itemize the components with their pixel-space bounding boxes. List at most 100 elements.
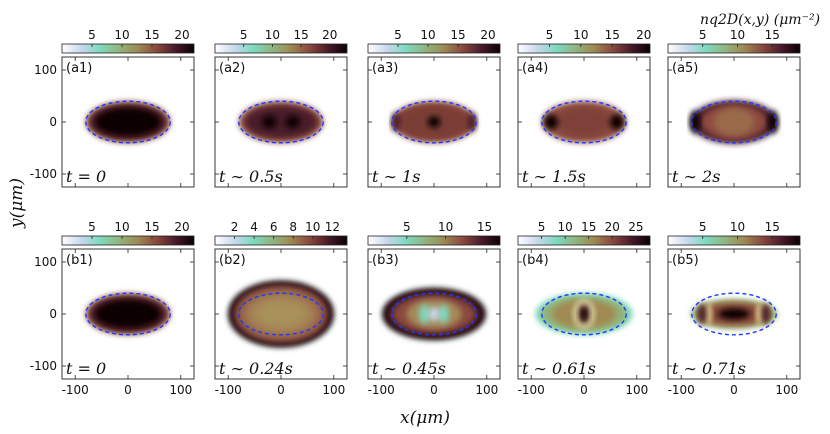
density-blob — [557, 108, 611, 136]
panel-b1: 5 10 15 20 100 0 -100 -100 0 100 (b1) t = 0 — [30, 220, 195, 397]
colorbar-tick-label: 10 — [114, 220, 129, 234]
colorbar-tick-label: 15 — [144, 220, 159, 234]
colorbar-tick-label: 5 — [699, 220, 707, 234]
panel-b3: 5 10 15 -100 0 100 (b3) t ∼ 0.45s — [367, 220, 501, 397]
panel-label-a5: (a5) — [672, 61, 698, 76]
trap-ellipse-b5 — [691, 292, 777, 336]
x-tick-label: -100 — [668, 383, 695, 397]
x-tick-label: 100 — [625, 383, 648, 397]
density-map-a4 — [541, 101, 627, 143]
density-blob — [427, 116, 441, 128]
y-tick-label: 0 — [49, 307, 57, 321]
colorbar-tick-label: 2 — [231, 220, 239, 234]
colorbar-tick-label: 15 — [144, 28, 159, 42]
density-blob — [261, 115, 277, 129]
density-blob — [609, 114, 624, 130]
colorbar-title: nq2D(x,y) (μm⁻²) — [700, 12, 820, 28]
colorbar-tick-label: 20 — [636, 28, 651, 42]
trap-ellipse-a3 — [391, 100, 477, 144]
density-blob — [245, 105, 317, 139]
colorbar-b4 — [517, 235, 651, 246]
colorbar-tick-label: 5 — [403, 220, 411, 234]
density-map-b3 — [382, 288, 486, 340]
colorbar-tick-label: 20 — [605, 220, 620, 234]
density-blob — [713, 108, 755, 136]
colorbar-tick-label: 5 — [546, 28, 554, 42]
colorbar-a1 — [61, 43, 195, 54]
trap-ellipse-b2 — [238, 292, 324, 336]
density-blob — [428, 306, 440, 322]
density-map-a5 — [690, 100, 778, 144]
colorbar-tick-label: 5 — [240, 28, 248, 42]
x-tick-label: -100 — [62, 383, 89, 397]
colorbar-tick-label: 10 — [730, 220, 745, 234]
colorbar-tick-label: 5 — [88, 28, 96, 42]
panel-label-a4: (a4) — [522, 61, 548, 76]
density-blob — [391, 112, 401, 132]
colorbar-b1 — [61, 235, 195, 246]
colorbar-tick-label: 20 — [322, 28, 337, 42]
x-tick-label: 0 — [277, 383, 285, 397]
colorbar-tick-label: 10 — [438, 220, 453, 234]
time-label-a2: t ∼ 0.5s — [219, 167, 283, 186]
colorbar-tick-label: 5 — [699, 28, 707, 42]
colorbar-tick-label: 20 — [174, 28, 189, 42]
panel-a2: 5 10 15 20 (a2) t ∼ 0.5s — [214, 28, 348, 188]
colorbar-tick-label: 15 — [581, 220, 596, 234]
time-label-a1: t = 0 — [66, 167, 106, 186]
density-map-b5 — [690, 299, 778, 329]
colorbar-tick-label: 10 — [558, 220, 573, 234]
trap-ellipse-a2 — [238, 100, 324, 144]
density-blob — [768, 110, 778, 134]
colorbar-tick-label: 25 — [628, 220, 643, 234]
panel-label-b2: (b2) — [219, 253, 246, 268]
trap-ellipse-a5 — [691, 100, 777, 144]
time-label-a4: t ∼ 1.5s — [522, 167, 586, 186]
panel-label-a2: (a2) — [219, 61, 245, 76]
x-tick-label: -100 — [215, 383, 242, 397]
panel-a5: 5 10 15 (a5) t ∼ 2s — [667, 28, 801, 188]
panel-label-b4: (b4) — [522, 253, 549, 268]
time-label-b4: t ∼ 0.61s — [522, 359, 596, 378]
density-map-a1 — [85, 101, 171, 143]
density-blob — [698, 303, 707, 325]
colorbar-tick-label: 15 — [765, 220, 780, 234]
density-map-b4 — [535, 293, 633, 335]
panel-a1: 5 10 15 20 100 0 -100 (a1) t = 0 — [30, 28, 195, 188]
colorbar-tick-label: 20 — [174, 220, 189, 234]
density-blob — [95, 107, 161, 137]
panel-b5: 5 10 15 -100 0 100 (b5) t ∼ 0.71s — [667, 220, 801, 397]
x-tick-label: 0 — [730, 383, 738, 397]
x-tick-label: 0 — [124, 383, 132, 397]
colorbar-tick-label: 15 — [765, 28, 780, 42]
y-tick-label: 100 — [34, 255, 57, 269]
density-blob — [251, 298, 311, 330]
time-label-b5: t ∼ 0.71s — [672, 359, 746, 378]
colorbar-tick-label: 5 — [538, 220, 546, 234]
x-tick-label: 0 — [580, 383, 588, 397]
colorbar-tick-label: 5 — [394, 28, 402, 42]
density-blob — [285, 115, 301, 129]
density-blob — [544, 114, 559, 130]
colorbar-a5 — [667, 43, 801, 54]
colorbar-tick-label: 10 — [730, 28, 745, 42]
y-axis-label: y(μm) — [7, 178, 27, 229]
y-tick-label: 100 — [34, 63, 57, 77]
colorbar-tick-label: 15 — [477, 220, 492, 234]
panel-label-b3: (b3) — [372, 253, 399, 268]
colorbar-a2 — [214, 43, 348, 54]
density-map-a2 — [238, 101, 324, 143]
density-blob — [761, 303, 770, 325]
density-blob — [438, 304, 449, 324]
y-tick-label: -100 — [30, 359, 57, 373]
colorbar-tick-label: 10 — [265, 28, 280, 42]
panel-a3: 5 10 15 20 (a3) t ∼ 1s — [367, 28, 501, 188]
x-tick-label: -100 — [368, 383, 395, 397]
colorbar-tick-label: 15 — [450, 28, 465, 42]
trap-ellipse-b4 — [541, 292, 627, 336]
y-tick-label: 0 — [49, 115, 57, 129]
trap-ellipse-b1 — [85, 292, 171, 336]
colorbar-tick-label: 12 — [325, 220, 340, 234]
